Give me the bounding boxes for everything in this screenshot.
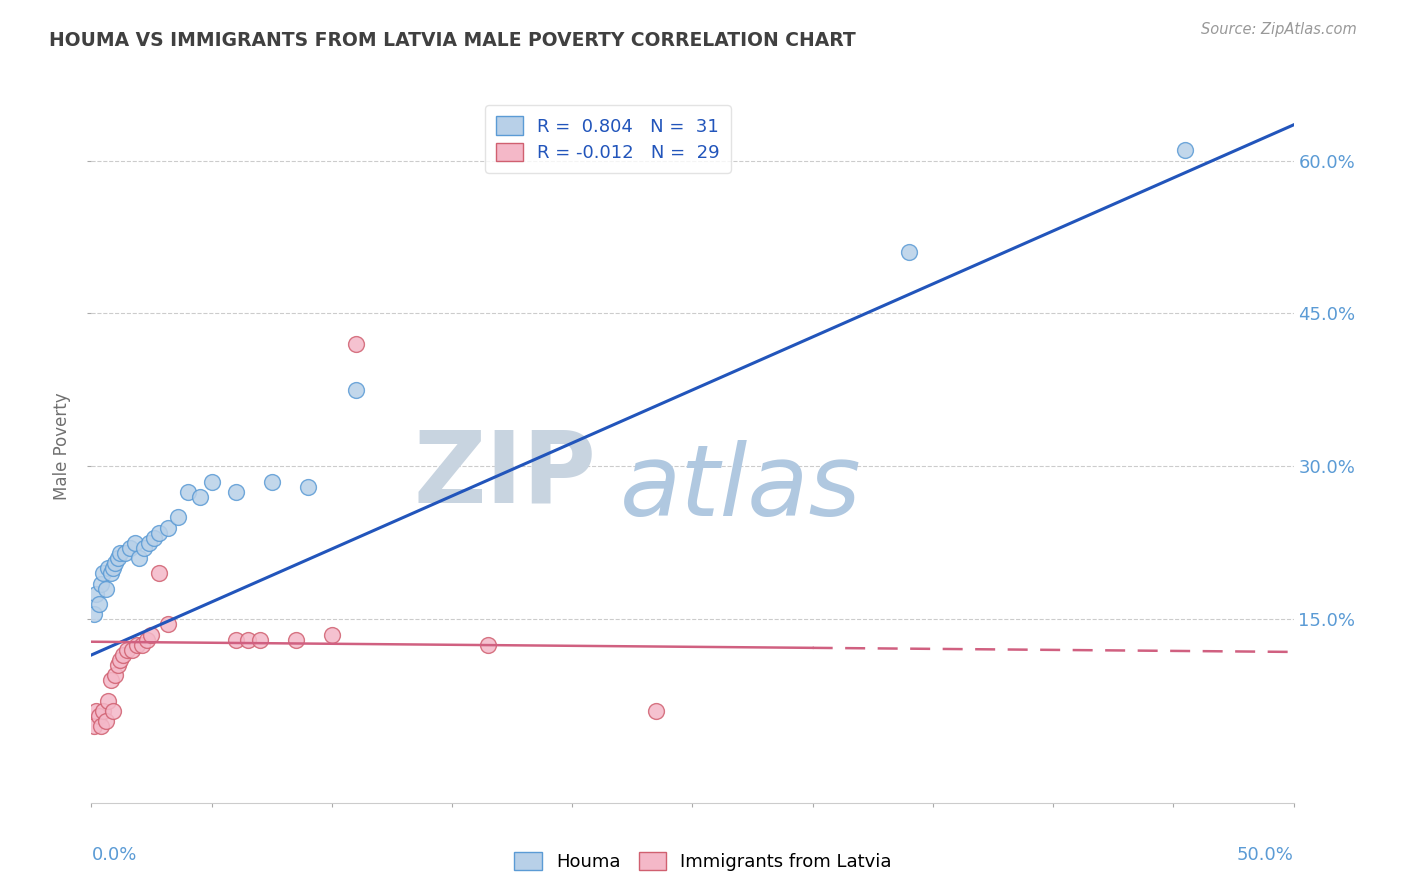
- Point: [117, 643, 139, 657]
- Legend: Houma, Immigrants from Latvia: Houma, Immigrants from Latvia: [508, 845, 898, 879]
- Point: [118, 541, 141, 555]
- Point: [83, 719, 105, 733]
- Point: [94, 582, 117, 596]
- Point: [104, 556, 127, 570]
- Text: 0.0%: 0.0%: [91, 846, 136, 863]
- Point: [128, 551, 150, 566]
- Point: [87, 597, 110, 611]
- Point: [90, 576, 112, 591]
- Point: [142, 531, 165, 545]
- Point: [97, 694, 120, 708]
- Point: [135, 632, 157, 647]
- Text: HOUMA VS IMMIGRANTS FROM LATVIA MALE POVERTY CORRELATION CHART: HOUMA VS IMMIGRANTS FROM LATVIA MALE POV…: [49, 31, 856, 50]
- Point: [101, 561, 124, 575]
- Point: [94, 714, 117, 729]
- Point: [236, 632, 259, 647]
- Point: [321, 627, 343, 641]
- Point: [138, 536, 160, 550]
- Point: [188, 490, 211, 504]
- Point: [125, 638, 148, 652]
- Point: [225, 484, 247, 499]
- Point: [93, 566, 115, 581]
- Text: 50.0%: 50.0%: [1237, 846, 1294, 863]
- Point: [148, 566, 170, 581]
- Point: [90, 719, 112, 733]
- Point: [104, 668, 127, 682]
- Point: [100, 566, 122, 581]
- Legend: R =  0.804   N =  31, R = -0.012   N =  29: R = 0.804 N = 31, R = -0.012 N = 29: [485, 105, 731, 173]
- Point: [176, 484, 198, 499]
- Y-axis label: Male Poverty: Male Poverty: [53, 392, 72, 500]
- Point: [344, 337, 367, 351]
- Point: [121, 643, 143, 657]
- Point: [897, 245, 920, 260]
- Point: [111, 648, 134, 662]
- Point: [134, 541, 156, 555]
- Point: [100, 673, 122, 688]
- Point: [141, 627, 163, 641]
- Point: [84, 704, 107, 718]
- Text: ZIP: ZIP: [413, 426, 596, 523]
- Point: [110, 546, 132, 560]
- Point: [297, 480, 319, 494]
- Point: [477, 638, 499, 652]
- Point: [124, 536, 146, 550]
- Point: [84, 587, 107, 601]
- Point: [148, 525, 170, 540]
- Point: [645, 704, 668, 718]
- Point: [131, 638, 153, 652]
- Text: atlas: atlas: [620, 441, 862, 537]
- Point: [157, 520, 180, 534]
- Point: [83, 607, 105, 622]
- Point: [167, 510, 190, 524]
- Point: [114, 546, 136, 560]
- Point: [101, 704, 124, 718]
- Point: [157, 617, 180, 632]
- Point: [107, 658, 129, 673]
- Point: [284, 632, 307, 647]
- Point: [93, 704, 115, 718]
- Point: [87, 709, 110, 723]
- Point: [1174, 144, 1197, 158]
- Point: [344, 383, 367, 397]
- Point: [225, 632, 247, 647]
- Point: [110, 653, 132, 667]
- Point: [97, 561, 120, 575]
- Point: [201, 475, 224, 489]
- Point: [249, 632, 271, 647]
- Point: [107, 551, 129, 566]
- Point: [260, 475, 283, 489]
- Text: Source: ZipAtlas.com: Source: ZipAtlas.com: [1201, 22, 1357, 37]
